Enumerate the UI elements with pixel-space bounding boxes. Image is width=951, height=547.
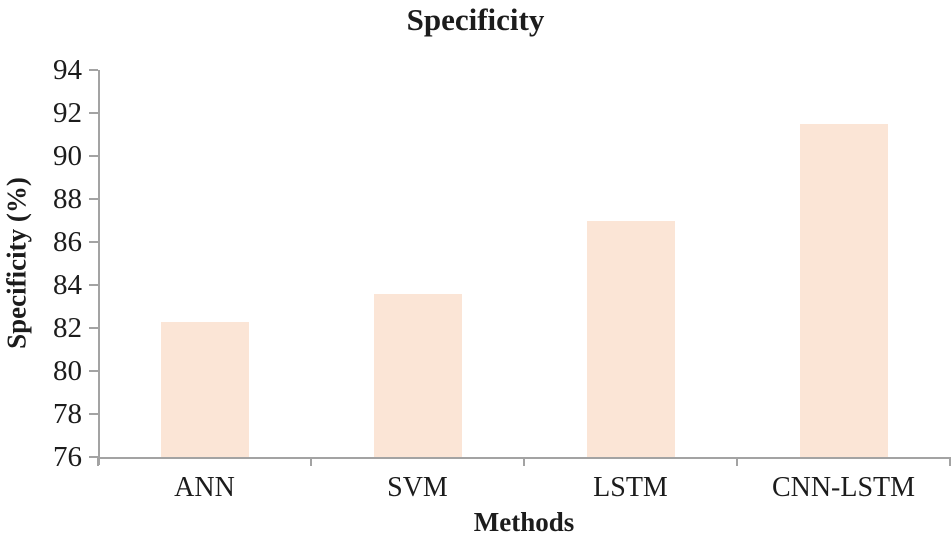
x-category-label: CNN-LSTM xyxy=(771,472,916,503)
y-tick-label: 90 xyxy=(53,140,82,172)
y-tick-label: 76 xyxy=(53,441,82,473)
chart-title: Specificity xyxy=(406,2,545,37)
y-axis-line xyxy=(98,70,100,465)
bar-lstm xyxy=(586,220,675,457)
y-tick xyxy=(89,456,98,458)
y-tick xyxy=(89,69,98,71)
y-tick-label: 92 xyxy=(53,97,82,129)
y-tick xyxy=(89,284,98,286)
y-tick xyxy=(89,155,98,157)
bar-svm xyxy=(373,293,462,457)
x-category-label: SVM xyxy=(387,472,448,503)
x-category-label: LSTM xyxy=(593,472,668,503)
bar-cnn-lstm xyxy=(799,123,888,457)
x-axis-title: Methods xyxy=(473,507,575,537)
x-tick xyxy=(310,457,312,466)
y-tick xyxy=(89,112,98,114)
y-tick-label: 88 xyxy=(53,183,82,215)
x-tick xyxy=(949,457,951,466)
y-tick-label: 78 xyxy=(53,398,82,430)
bar-ann xyxy=(160,321,249,457)
y-tick xyxy=(89,198,98,200)
y-tick-label: 80 xyxy=(53,355,82,387)
x-tick xyxy=(523,457,525,466)
x-tick xyxy=(97,457,99,466)
y-tick-label: 82 xyxy=(53,312,82,344)
y-tick-label: 86 xyxy=(53,226,82,258)
plot-area: 76 78 80 82 84 86 88 90 92 94 ANN SVM LSTM CNN-LSTM xyxy=(53,54,951,503)
x-tick xyxy=(736,457,738,466)
y-tick-label: 94 xyxy=(53,54,82,86)
y-tick-label: 84 xyxy=(53,269,82,301)
y-tick xyxy=(89,327,98,329)
y-tick xyxy=(89,370,98,372)
x-category-label: ANN xyxy=(174,472,235,503)
y-tick xyxy=(89,241,98,243)
y-axis-title: Specificity (%) xyxy=(1,177,32,349)
y-tick xyxy=(89,413,98,415)
